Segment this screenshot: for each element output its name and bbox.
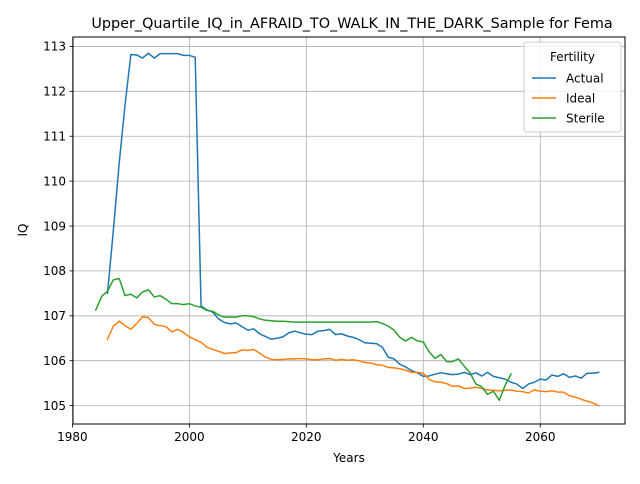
y-tick-label: 113: [43, 40, 66, 54]
legend-label-sterile: Sterile: [566, 111, 605, 125]
x-tick-label: 1980: [57, 430, 88, 444]
y-tick-label: 106: [43, 354, 66, 368]
x-axis-label: Years: [332, 451, 365, 465]
legend-label-actual: Actual: [566, 71, 604, 85]
series-line-ideal: [106, 315, 600, 407]
legend-title: Fertility: [550, 50, 595, 64]
axis-ticks: 1980 2000 2020 2040 2060 105 106 107 108 109 110 11…: [43, 40, 555, 444]
x-tick-label: 2020: [291, 430, 322, 444]
y-tick-label: 111: [43, 130, 66, 144]
y-tick-label: 112: [43, 85, 66, 99]
x-tick-label: 2040: [408, 430, 439, 444]
series-line-sterile: [94, 277, 512, 401]
y-tick-label: 107: [43, 309, 66, 323]
x-tick-label: 2060: [525, 430, 556, 444]
legend-items: Actual Ideal Sterile: [532, 71, 605, 125]
chart-title: Upper_Quartile_IQ_in_AFRAID_TO_WALK_IN_T…: [91, 16, 612, 32]
series-line-actual: [106, 52, 600, 390]
y-tick-label: 105: [43, 399, 66, 413]
y-tick-label: 110: [43, 174, 66, 188]
plot-frame: [72, 36, 626, 425]
x-tick-label: 2000: [174, 430, 205, 444]
y-axis-label: IQ: [16, 224, 30, 237]
y-tick-label: 108: [43, 264, 66, 278]
series-lines: [94, 52, 600, 407]
y-tick-label: 109: [43, 219, 66, 233]
legend-box: [523, 41, 622, 133]
legend-label-ideal: Ideal: [566, 91, 595, 105]
legend: Fertility Actual Ideal Sterile: [523, 41, 622, 133]
grid: [72, 37, 625, 424]
